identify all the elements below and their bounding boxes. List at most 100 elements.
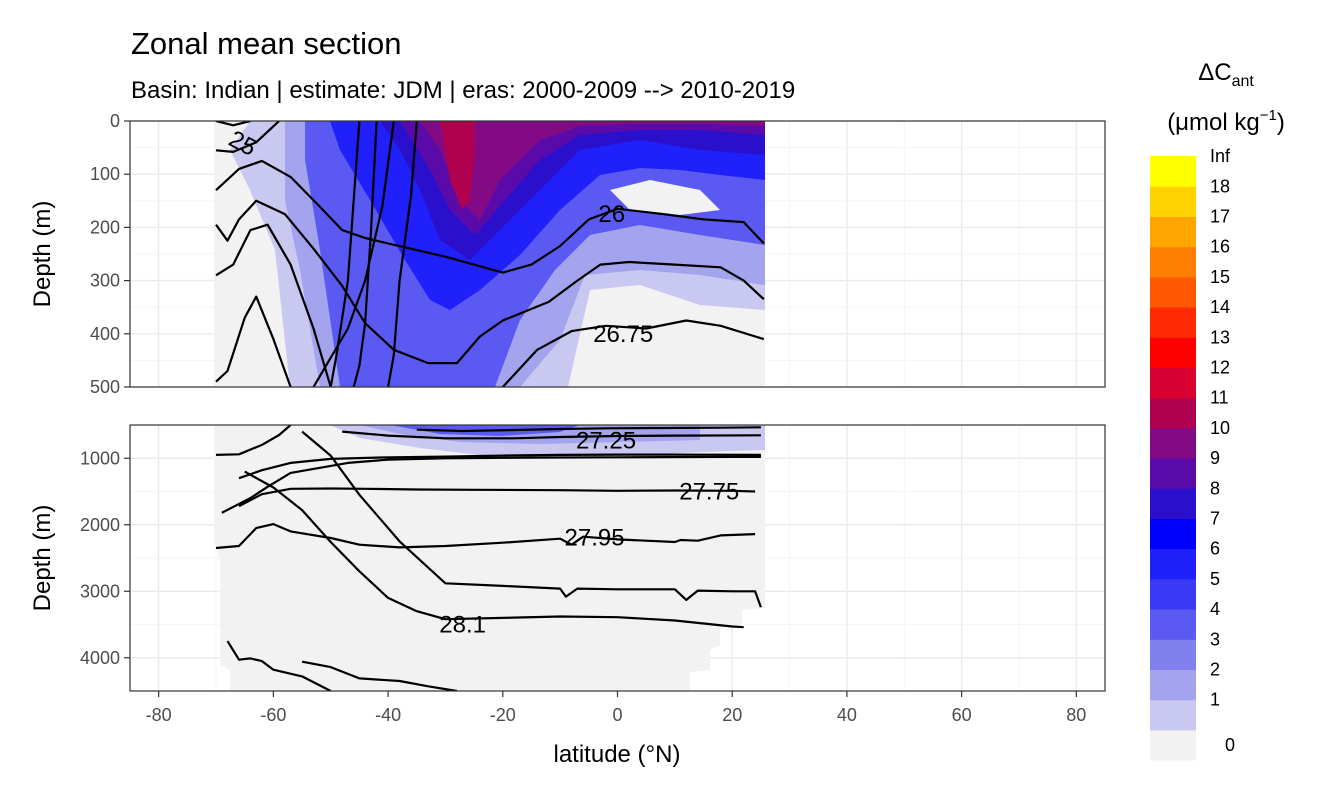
- legend-label: 6: [1210, 539, 1220, 559]
- legend-swatch: [1150, 427, 1196, 459]
- legend-label: 7: [1210, 509, 1220, 529]
- legend-swatch: [1150, 458, 1196, 489]
- contour-label: 26.75: [593, 321, 653, 348]
- x-tick-label: 0: [612, 705, 622, 725]
- upper-panel-border: [129, 120, 1106, 388]
- legend-swatch: [1150, 548, 1196, 580]
- contour-line: [215, 121, 251, 127]
- contour-line: [215, 223, 332, 387]
- legend-swatch: [1150, 216, 1196, 248]
- contour-line: [301, 660, 458, 691]
- contour-line: [501, 319, 765, 387]
- upper-field-level-10: [440, 121, 475, 210]
- contour-line: [215, 523, 756, 550]
- legend-swatch: [1150, 156, 1196, 187]
- legend-label: 5: [1210, 569, 1220, 589]
- legend-swatch: [1150, 397, 1196, 429]
- legend-label: 11: [1210, 388, 1229, 408]
- legend-swatch: [1150, 276, 1196, 308]
- y-tick-label: 100: [90, 164, 120, 184]
- upper-field-level-9: [420, 121, 765, 220]
- x-tick-label: -80: [146, 705, 172, 725]
- legend: ΔCant (μmol kg−1) 0123456789101112131415…: [1150, 59, 1285, 761]
- x-tick-label: -40: [375, 705, 401, 725]
- legend-label: 10: [1210, 418, 1230, 438]
- legend-swatch: [1150, 669, 1196, 701]
- legend-label: 13: [1210, 327, 1230, 347]
- legend-swatch: [1150, 578, 1196, 610]
- contour-line: [215, 295, 292, 387]
- x-tick-label: 20: [722, 705, 742, 725]
- upper-y-axis: 0 100 200 300 400 500: [90, 111, 130, 397]
- legend-swatch: [1150, 518, 1196, 550]
- legend-label: 8: [1210, 478, 1220, 498]
- contour-line: [221, 455, 761, 514]
- legend-swatch: [1150, 307, 1196, 338]
- legend-unit: (μmol kg−1): [1167, 107, 1285, 136]
- contour-label: 27.75: [679, 479, 739, 506]
- upper-field-light-patch: [610, 180, 720, 215]
- legend-label: 17: [1210, 207, 1230, 227]
- x-axis: -80 -60 -40 -20 0 20 40 60 80: [146, 691, 1086, 725]
- chart-subtitle: Basin: Indian | estimate: JDM | eras: 20…: [131, 77, 795, 104]
- upper-panel: [129, 120, 1106, 388]
- y-tick-label: 300: [90, 271, 120, 291]
- legend-swatch: [1150, 367, 1196, 399]
- contour-line: [238, 487, 756, 508]
- legend-swatches: [1150, 156, 1196, 761]
- legend-unit-close: ): [1277, 109, 1285, 136]
- legend-label: 0: [1225, 735, 1235, 755]
- legend-label: 2: [1210, 660, 1220, 680]
- lower-field-base: [214, 425, 765, 691]
- y-tick-label: 4000: [80, 648, 120, 668]
- legend-label: 12: [1210, 358, 1230, 378]
- contour-line: [416, 426, 761, 433]
- x-tick-label: -60: [260, 705, 286, 725]
- chart-title: Zonal mean section: [131, 26, 402, 61]
- contour-line: [352, 121, 378, 387]
- legend-label: 9: [1210, 448, 1220, 468]
- legend-label: 1: [1210, 690, 1220, 710]
- x-tick-label: 80: [1066, 705, 1086, 725]
- contour-line: [312, 121, 395, 387]
- contour-line: [215, 121, 280, 153]
- x-tick-label: 40: [837, 705, 857, 725]
- legend-swatch: [1150, 337, 1196, 368]
- contour-line: [226, 640, 332, 691]
- contour-line: [215, 159, 765, 274]
- lower-y-axis: 1000 2000 3000 4000: [80, 448, 130, 668]
- legend-label: 4: [1210, 599, 1220, 619]
- y-tick-label: 200: [90, 217, 120, 237]
- lower-y-axis-title: Depth (m): [29, 505, 56, 612]
- legend-title-sub: ant: [1232, 73, 1255, 90]
- y-tick-label: 2000: [80, 515, 120, 535]
- legend-swatch: [1150, 699, 1196, 731]
- upper-field-coast-base: [214, 121, 275, 387]
- legend-label: 3: [1210, 629, 1220, 649]
- lower-contours: [215, 425, 762, 691]
- y-tick-label: 400: [90, 324, 120, 344]
- legend-label: Inf: [1210, 146, 1231, 166]
- lower-heatmap: [214, 425, 765, 691]
- contour-label: 26: [598, 201, 625, 228]
- contour-line: [301, 430, 762, 608]
- legend-swatch: [1150, 488, 1196, 519]
- upper-heatmap: [214, 121, 765, 387]
- contour-line: [238, 453, 761, 480]
- legend-label: 15: [1210, 267, 1230, 287]
- legend-swatch: [1150, 639, 1196, 670]
- contour-label: 27.25: [576, 427, 636, 454]
- contour-line: [215, 425, 292, 456]
- y-tick-label: 1000: [80, 448, 120, 468]
- contour-label: 28.1: [439, 612, 486, 639]
- legend-label: 14: [1210, 297, 1230, 317]
- y-tick-label: 3000: [80, 581, 120, 601]
- legend-swatch: [1150, 186, 1196, 217]
- upper-y-axis-title: Depth (m): [29, 201, 56, 308]
- y-tick-label: 500: [90, 377, 120, 397]
- legend-title-main: ΔC: [1198, 59, 1231, 86]
- upper-contours: [215, 121, 765, 387]
- x-tick-label: -20: [490, 705, 516, 725]
